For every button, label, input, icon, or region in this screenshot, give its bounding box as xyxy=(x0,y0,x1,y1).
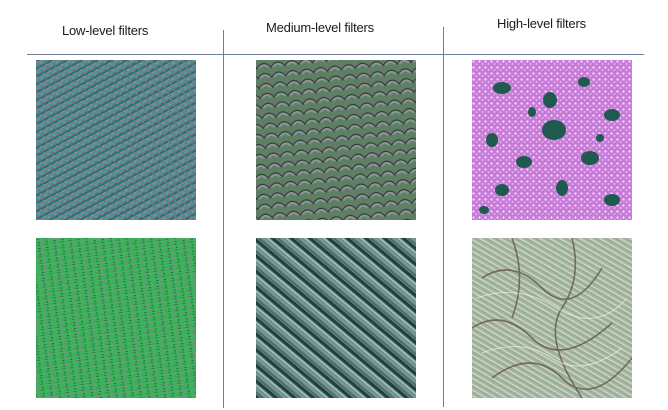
medium-level-filter-image-2 xyxy=(256,238,416,398)
column-divider-1 xyxy=(223,30,224,408)
low-level-filter-image-2 xyxy=(36,238,196,398)
column-divider-2 xyxy=(443,27,444,407)
medium-level-filter-image-1 xyxy=(256,60,416,220)
medium-level-heading: Medium-level filters xyxy=(266,20,374,35)
high-level-heading: High-level filters xyxy=(497,16,586,31)
low-level-filter-image-1 xyxy=(36,60,196,220)
high-level-filter-image-1 xyxy=(472,60,632,220)
high-level-filter-image-2 xyxy=(472,238,632,398)
low-level-heading: Low-level filters xyxy=(62,23,149,38)
header-divider xyxy=(27,54,644,55)
